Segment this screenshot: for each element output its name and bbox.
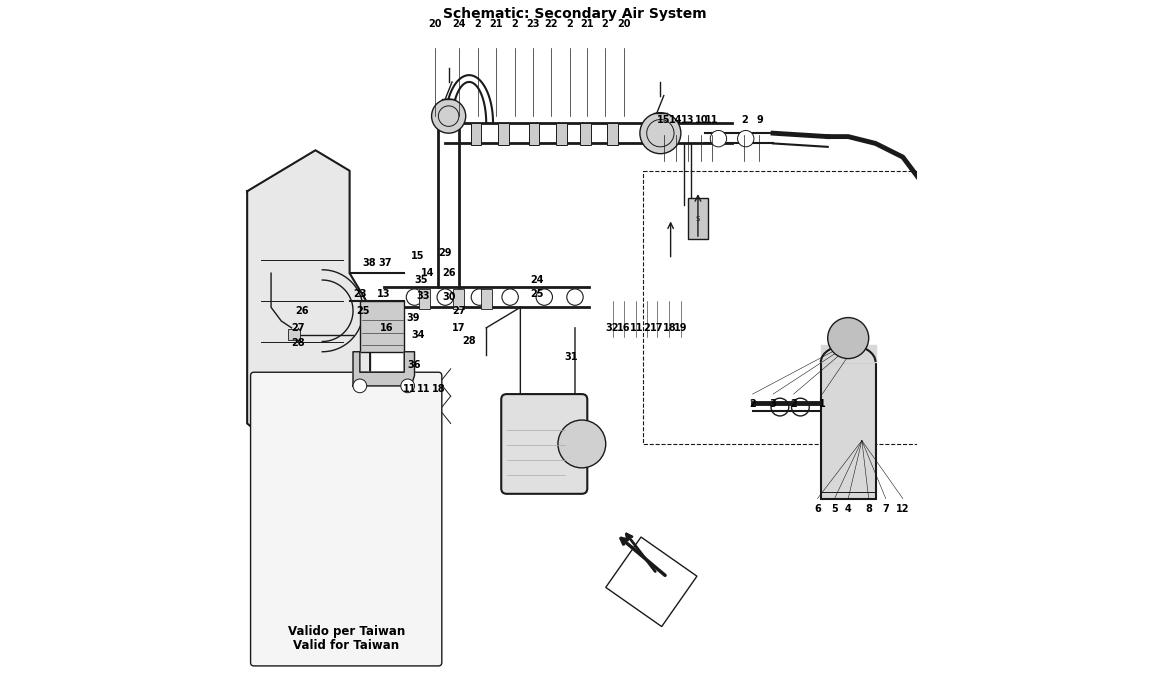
FancyBboxPatch shape — [501, 394, 588, 494]
Text: S: S — [696, 216, 700, 221]
Text: 27: 27 — [292, 323, 305, 333]
Text: 16: 16 — [618, 323, 631, 333]
Text: 12: 12 — [896, 504, 910, 514]
Text: 34: 34 — [412, 330, 424, 339]
Text: 18: 18 — [662, 323, 676, 333]
Text: 15: 15 — [657, 115, 670, 124]
Text: Valid for Taiwan: Valid for Taiwan — [293, 639, 399, 652]
Text: 21: 21 — [490, 19, 504, 29]
Text: 5: 5 — [831, 504, 838, 514]
Text: 11: 11 — [416, 385, 430, 394]
Bar — [607, 123, 618, 145]
Text: 27: 27 — [452, 306, 466, 316]
Text: 19: 19 — [674, 323, 688, 333]
Text: 2: 2 — [790, 400, 797, 409]
Polygon shape — [353, 352, 414, 386]
Text: 9: 9 — [756, 115, 762, 124]
Text: 3: 3 — [769, 400, 776, 409]
Text: 26: 26 — [442, 268, 455, 278]
Text: 25: 25 — [356, 306, 370, 316]
Circle shape — [567, 289, 583, 305]
Text: 28: 28 — [462, 337, 476, 346]
Circle shape — [431, 99, 466, 133]
Circle shape — [353, 379, 367, 393]
Text: 21: 21 — [581, 19, 595, 29]
Text: 24: 24 — [530, 275, 544, 285]
Text: Valido per Taiwan: Valido per Taiwan — [288, 625, 405, 639]
Circle shape — [711, 130, 727, 147]
Text: 2: 2 — [512, 19, 519, 29]
Text: 16: 16 — [381, 323, 394, 333]
Text: 29: 29 — [438, 248, 452, 257]
Text: 35: 35 — [414, 275, 428, 285]
Bar — [420, 289, 430, 309]
Text: 14: 14 — [421, 268, 435, 278]
Circle shape — [828, 318, 868, 359]
Text: 13: 13 — [377, 289, 391, 298]
Text: 31: 31 — [565, 352, 578, 361]
Bar — [498, 123, 508, 145]
Text: 32: 32 — [606, 323, 620, 333]
Text: 17: 17 — [452, 323, 466, 333]
Text: 13: 13 — [681, 115, 695, 124]
Circle shape — [536, 289, 552, 305]
Bar — [470, 123, 482, 145]
Text: 24: 24 — [452, 19, 466, 29]
Circle shape — [406, 289, 423, 305]
Text: 36: 36 — [408, 361, 421, 370]
Text: 6: 6 — [814, 504, 821, 514]
Text: 20: 20 — [618, 19, 631, 29]
Bar — [360, 301, 405, 352]
Bar — [529, 123, 539, 145]
Text: 2: 2 — [475, 19, 482, 29]
Polygon shape — [247, 150, 370, 478]
Text: 2: 2 — [566, 19, 573, 29]
Text: 26: 26 — [296, 306, 308, 316]
Circle shape — [437, 289, 453, 305]
Text: 14: 14 — [669, 115, 683, 124]
Text: 37: 37 — [378, 258, 392, 268]
Text: 10: 10 — [695, 115, 708, 124]
Text: 7: 7 — [882, 504, 889, 514]
Bar — [688, 198, 708, 239]
Text: 39: 39 — [406, 313, 420, 322]
Text: 23: 23 — [353, 289, 367, 298]
Text: 4: 4 — [845, 504, 851, 514]
Text: 18: 18 — [431, 385, 445, 394]
Bar — [555, 123, 567, 145]
Text: Schematic: Secondary Air System: Schematic: Secondary Air System — [443, 7, 707, 20]
Text: 8: 8 — [865, 504, 872, 514]
Text: 2: 2 — [741, 115, 748, 124]
Text: 11: 11 — [402, 385, 416, 394]
FancyBboxPatch shape — [251, 372, 442, 666]
Text: 11: 11 — [705, 115, 719, 124]
Text: 20: 20 — [428, 19, 442, 29]
Text: 15: 15 — [412, 251, 424, 261]
Text: 28: 28 — [292, 338, 305, 348]
Text: 1: 1 — [819, 400, 826, 409]
Bar — [453, 289, 465, 309]
Circle shape — [401, 379, 414, 393]
Circle shape — [472, 289, 488, 305]
Bar — [289, 329, 300, 340]
Bar — [580, 123, 591, 145]
Text: 11: 11 — [630, 323, 643, 333]
Text: 2: 2 — [643, 323, 650, 333]
Text: 2: 2 — [601, 19, 608, 29]
Text: 17: 17 — [650, 323, 664, 333]
Circle shape — [639, 113, 681, 154]
Text: 30: 30 — [442, 292, 455, 302]
Text: 2: 2 — [749, 400, 756, 409]
Bar — [481, 289, 492, 309]
Text: 23: 23 — [526, 19, 539, 29]
Text: 22: 22 — [544, 19, 558, 29]
Circle shape — [501, 289, 519, 305]
Text: 38: 38 — [362, 258, 376, 268]
Text: 33: 33 — [416, 291, 430, 301]
Text: 25: 25 — [530, 289, 544, 298]
Circle shape — [558, 420, 606, 468]
Bar — [606, 537, 697, 626]
Bar — [821, 362, 875, 499]
Circle shape — [737, 130, 754, 147]
